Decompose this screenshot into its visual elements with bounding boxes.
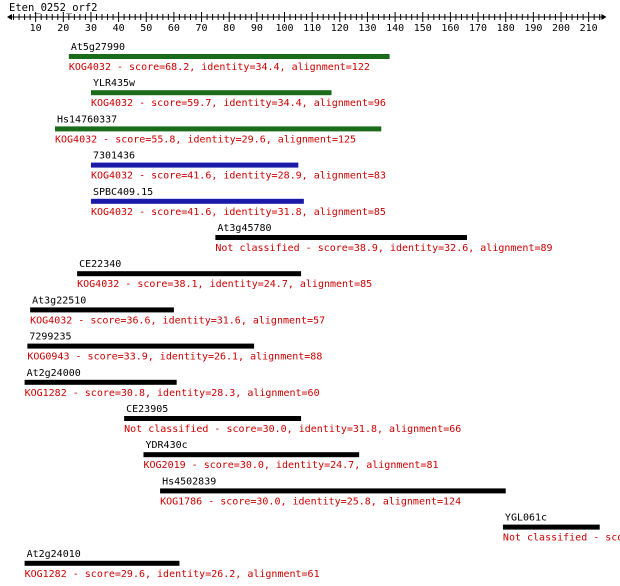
hit-annotation: Not classified - score=38.9, identity=32… — [215, 243, 552, 254]
hit-annotation: KOG1786 - score=30.0, identity=25.8, ali… — [160, 496, 461, 507]
hit-annotation: KOG1282 - score=29.6, identity=26.2, ali… — [25, 569, 320, 580]
axis-tick-label: 20 — [57, 23, 69, 34]
axis-tick-label: 10 — [30, 23, 42, 34]
axis-tick-label: 180 — [497, 23, 515, 34]
hit-name[interactable]: CE23905 — [126, 404, 168, 415]
hit-annotation: KOG4032 - score=38.1, identity=24.7, ali… — [77, 279, 372, 290]
hit-annotation: KOG1282 - score=30.8, identity=28.3, ali… — [25, 388, 320, 399]
hit-bar[interactable] — [90, 198, 304, 204]
hit-bar[interactable] — [160, 488, 506, 494]
hit-name[interactable]: At3g45780 — [217, 223, 271, 234]
hit-annotation: Not classified - score=30.0, identity=31… — [124, 424, 461, 435]
axis-tick-label: 40 — [113, 23, 125, 34]
hit-name[interactable]: Hs14760337 — [57, 114, 117, 125]
hit-name[interactable]: At3g22510 — [32, 295, 86, 306]
hit-name[interactable]: Hs4502839 — [162, 476, 216, 487]
axis-tick-label: 190 — [524, 23, 542, 34]
hit-name[interactable]: YDR430c — [145, 440, 187, 451]
axis-tick-label: 160 — [441, 23, 459, 34]
axis-tick-label: 60 — [168, 23, 180, 34]
hit-bar[interactable] — [77, 271, 302, 277]
hit-bar[interactable] — [30, 307, 174, 313]
hit-annotation: KOG0943 - score=33.9, identity=26.1, ali… — [27, 352, 322, 363]
hit-bar[interactable] — [24, 379, 177, 385]
hit-name[interactable]: CE22340 — [79, 259, 121, 270]
axis-arrow-right — [601, 14, 607, 20]
axis-tick-label: 170 — [469, 23, 487, 34]
axis-tick-label: 80 — [223, 23, 235, 34]
hit-name[interactable]: SPBC409.15 — [93, 187, 153, 198]
hit-name[interactable]: 7301436 — [93, 151, 135, 162]
axis-tick-label: 90 — [251, 23, 263, 34]
hit-annotation: KOG4032 - score=36.6, identity=31.6, ali… — [30, 315, 325, 326]
axis-arrow-left — [7, 14, 12, 20]
hit-annotation: KOG4032 - score=68.2, identity=34.4, ali… — [69, 62, 370, 73]
hit-bar[interactable] — [143, 452, 360, 458]
hit-annotation: KOG4032 - score=41.6, identity=28.9, ali… — [91, 171, 386, 182]
axis-tick-label: 210 — [580, 23, 598, 34]
axis-tick-label: 50 — [140, 23, 152, 34]
axis-tick-label: 140 — [386, 23, 404, 34]
hit-name[interactable]: At5g27990 — [71, 42, 125, 53]
hit-bar[interactable] — [124, 416, 302, 421]
hit-name[interactable]: At2g24000 — [27, 368, 81, 379]
axis-tick-label: 120 — [331, 23, 349, 34]
axis-tick-label: 200 — [552, 23, 570, 34]
hit-name[interactable]: YGL061c — [505, 513, 547, 524]
axis-tick-label: 30 — [85, 23, 97, 34]
hit-bar[interactable] — [27, 343, 255, 349]
axis-tick-label: 110 — [303, 23, 321, 34]
hit-bar[interactable] — [215, 235, 467, 240]
axis-tick-label: 100 — [275, 23, 293, 34]
axis-tick-label: 70 — [196, 23, 208, 34]
hit-bar[interactable] — [502, 524, 600, 530]
hit-bar[interactable] — [68, 54, 390, 59]
hit-bar[interactable] — [24, 560, 180, 566]
hit-name[interactable]: YLR435w — [93, 78, 136, 89]
hit-bar[interactable] — [55, 126, 382, 132]
axis-tick-label: 150 — [414, 23, 432, 34]
hit-bar[interactable] — [90, 162, 299, 168]
hit-name[interactable]: At2g24010 — [27, 549, 81, 560]
hit-name[interactable]: 7299235 — [29, 332, 71, 343]
hit-annotation: KOG4032 - score=41.6, identity=31.8, ali… — [91, 207, 386, 218]
hit-annotation: Not classified - score= — [503, 533, 620, 544]
hit-annotation: KOG2019 - score=30.0, identity=24.7, ali… — [143, 460, 438, 471]
hit-annotation: KOG4032 - score=59.7, identity=34.4, ali… — [91, 98, 386, 109]
hit-annotation: KOG4032 - score=55.8, identity=29.6, ali… — [55, 134, 356, 145]
query-name: Eten_0252_orf2 — [9, 2, 98, 14]
hit-bar[interactable] — [90, 90, 332, 96]
axis-tick-label: 130 — [358, 23, 376, 34]
